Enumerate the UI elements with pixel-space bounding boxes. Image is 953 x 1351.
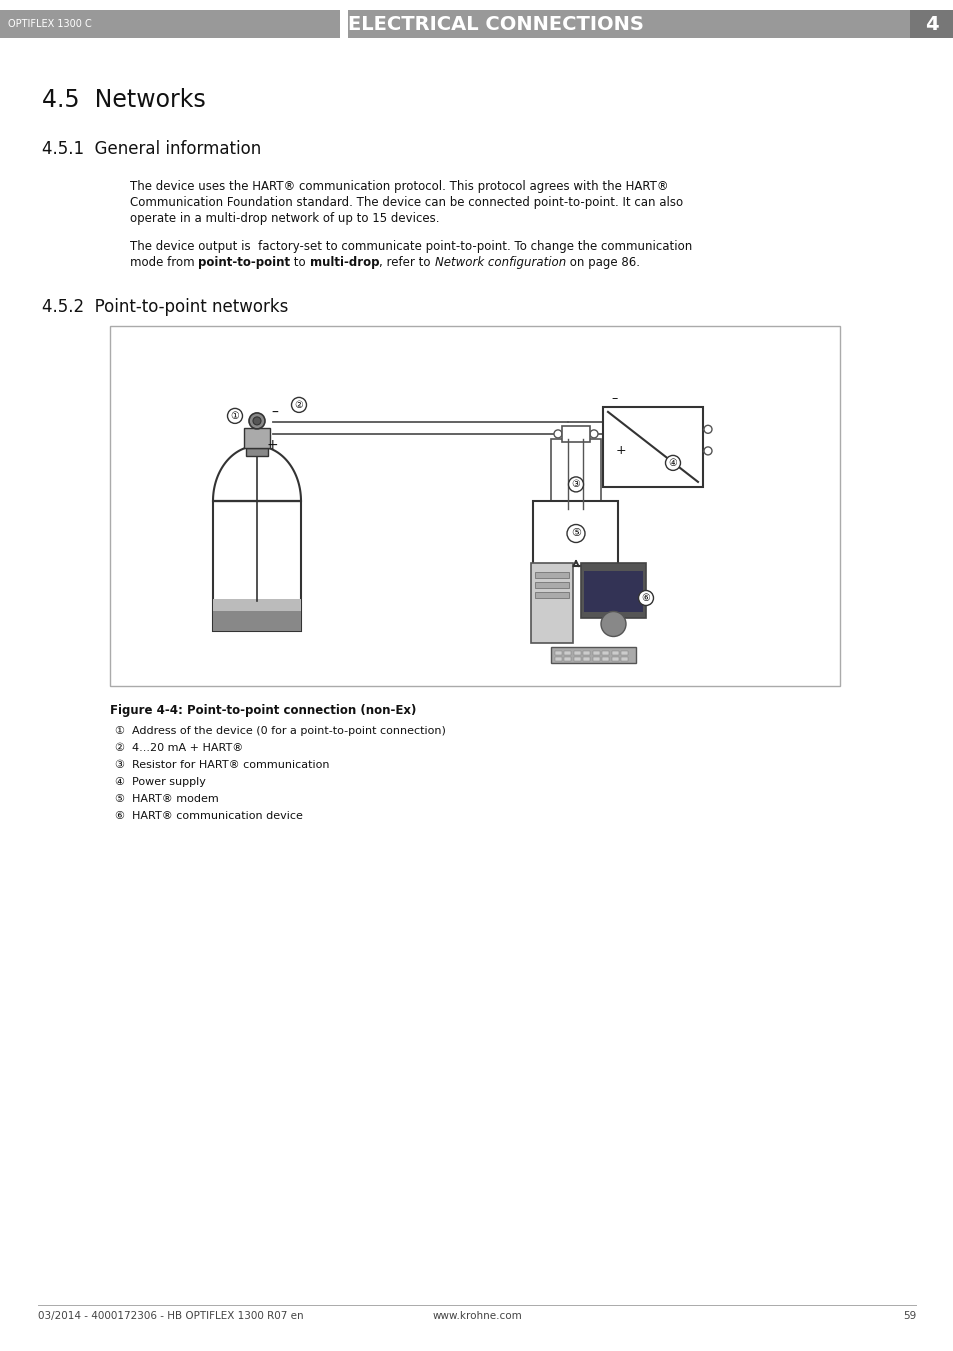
- Bar: [583, 657, 590, 661]
- Circle shape: [292, 397, 306, 412]
- Text: on page 86.: on page 86.: [565, 255, 639, 269]
- Text: www.krohne.com: www.krohne.com: [432, 1310, 521, 1321]
- Bar: [535, 592, 568, 598]
- Circle shape: [227, 408, 242, 423]
- Bar: [244, 428, 270, 449]
- Circle shape: [568, 477, 583, 492]
- Bar: [555, 651, 561, 655]
- Circle shape: [600, 612, 625, 636]
- Text: ⑥: ⑥: [641, 593, 650, 603]
- Text: Network configuration: Network configuration: [435, 255, 565, 269]
- Text: ELECTRICAL CONNECTIONS: ELECTRICAL CONNECTIONS: [348, 15, 643, 34]
- Bar: [602, 651, 609, 655]
- Text: to: to: [291, 255, 310, 269]
- Text: The device uses the HART® communication protocol. This protocol agrees with the : The device uses the HART® communication …: [130, 180, 668, 193]
- Text: OPTIFLEX 1300 C: OPTIFLEX 1300 C: [8, 19, 91, 28]
- Text: 4.5  Networks: 4.5 Networks: [42, 88, 206, 112]
- Bar: [909, 9, 953, 38]
- Text: +: +: [615, 444, 626, 458]
- Bar: [583, 651, 590, 655]
- Bar: [213, 611, 301, 631]
- Text: +: +: [267, 438, 278, 451]
- Circle shape: [665, 455, 679, 470]
- Bar: [564, 651, 571, 655]
- Text: ②: ②: [294, 400, 303, 409]
- Text: 4.5.1  General information: 4.5.1 General information: [42, 141, 261, 158]
- Text: 4.5.2  Point-to-point networks: 4.5.2 Point-to-point networks: [42, 299, 288, 316]
- Bar: [339, 9, 348, 38]
- Circle shape: [249, 413, 265, 428]
- Text: ⑤: ⑤: [571, 528, 580, 539]
- Bar: [531, 563, 573, 643]
- Bar: [561, 426, 589, 442]
- Text: ⑥  HART® communication device: ⑥ HART® communication device: [115, 811, 302, 821]
- Circle shape: [703, 447, 711, 455]
- Circle shape: [589, 430, 598, 438]
- Bar: [533, 501, 618, 566]
- Text: mode from: mode from: [130, 255, 198, 269]
- Bar: [612, 657, 618, 661]
- Text: ①  Address of the device (0 for a point-to-point connection): ① Address of the device (0 for a point-t…: [115, 725, 445, 736]
- Text: –: –: [272, 405, 278, 420]
- Bar: [535, 571, 568, 578]
- Bar: [246, 449, 268, 455]
- Bar: [551, 647, 636, 663]
- Circle shape: [253, 417, 261, 426]
- Bar: [535, 582, 568, 588]
- Circle shape: [703, 426, 711, 434]
- Bar: [574, 651, 580, 655]
- Bar: [213, 501, 301, 631]
- Circle shape: [638, 590, 653, 605]
- Text: –: –: [611, 392, 618, 405]
- Text: ③: ③: [571, 480, 579, 489]
- Text: 59: 59: [902, 1310, 915, 1321]
- Bar: [602, 657, 609, 661]
- Text: multi-drop: multi-drop: [310, 255, 379, 269]
- Bar: [602, 407, 702, 486]
- Bar: [110, 326, 840, 686]
- Text: ①: ①: [231, 411, 239, 422]
- Bar: [580, 563, 645, 617]
- Circle shape: [554, 430, 561, 438]
- Bar: [583, 571, 642, 612]
- Polygon shape: [213, 446, 301, 501]
- Text: Communication Foundation standard. The device can be connected point-to-point. I: Communication Foundation standard. The d…: [130, 196, 682, 209]
- Text: ⑤  HART® modem: ⑤ HART® modem: [115, 794, 218, 804]
- Text: ④  Power supply: ④ Power supply: [115, 777, 206, 788]
- Text: operate in a multi-drop network of up to 15 devices.: operate in a multi-drop network of up to…: [130, 212, 439, 226]
- Bar: [612, 651, 618, 655]
- Bar: [620, 657, 628, 661]
- Bar: [213, 598, 301, 611]
- Text: The device output is  factory-set to communicate point-to-point. To change the c: The device output is factory-set to comm…: [130, 240, 692, 253]
- Text: ④: ④: [668, 458, 677, 467]
- Bar: [0, 9, 953, 38]
- Bar: [551, 439, 600, 509]
- Text: point-to-point: point-to-point: [198, 255, 291, 269]
- Bar: [574, 657, 580, 661]
- Text: 4: 4: [924, 15, 938, 34]
- Text: 03/2014 - 4000172306 - HB OPTIFLEX 1300 R07 en: 03/2014 - 4000172306 - HB OPTIFLEX 1300 …: [38, 1310, 303, 1321]
- Text: , refer to: , refer to: [379, 255, 435, 269]
- Text: Figure 4-4: Point-to-point connection (non-Ex): Figure 4-4: Point-to-point connection (n…: [110, 704, 416, 717]
- Text: ③  Resistor for HART® communication: ③ Resistor for HART® communication: [115, 761, 329, 770]
- Bar: [564, 657, 571, 661]
- Bar: [555, 657, 561, 661]
- Bar: [593, 657, 599, 661]
- Circle shape: [566, 524, 584, 543]
- Bar: [593, 651, 599, 655]
- Bar: [620, 651, 628, 655]
- Text: ②  4...20 mA + HART®: ② 4...20 mA + HART®: [115, 743, 243, 753]
